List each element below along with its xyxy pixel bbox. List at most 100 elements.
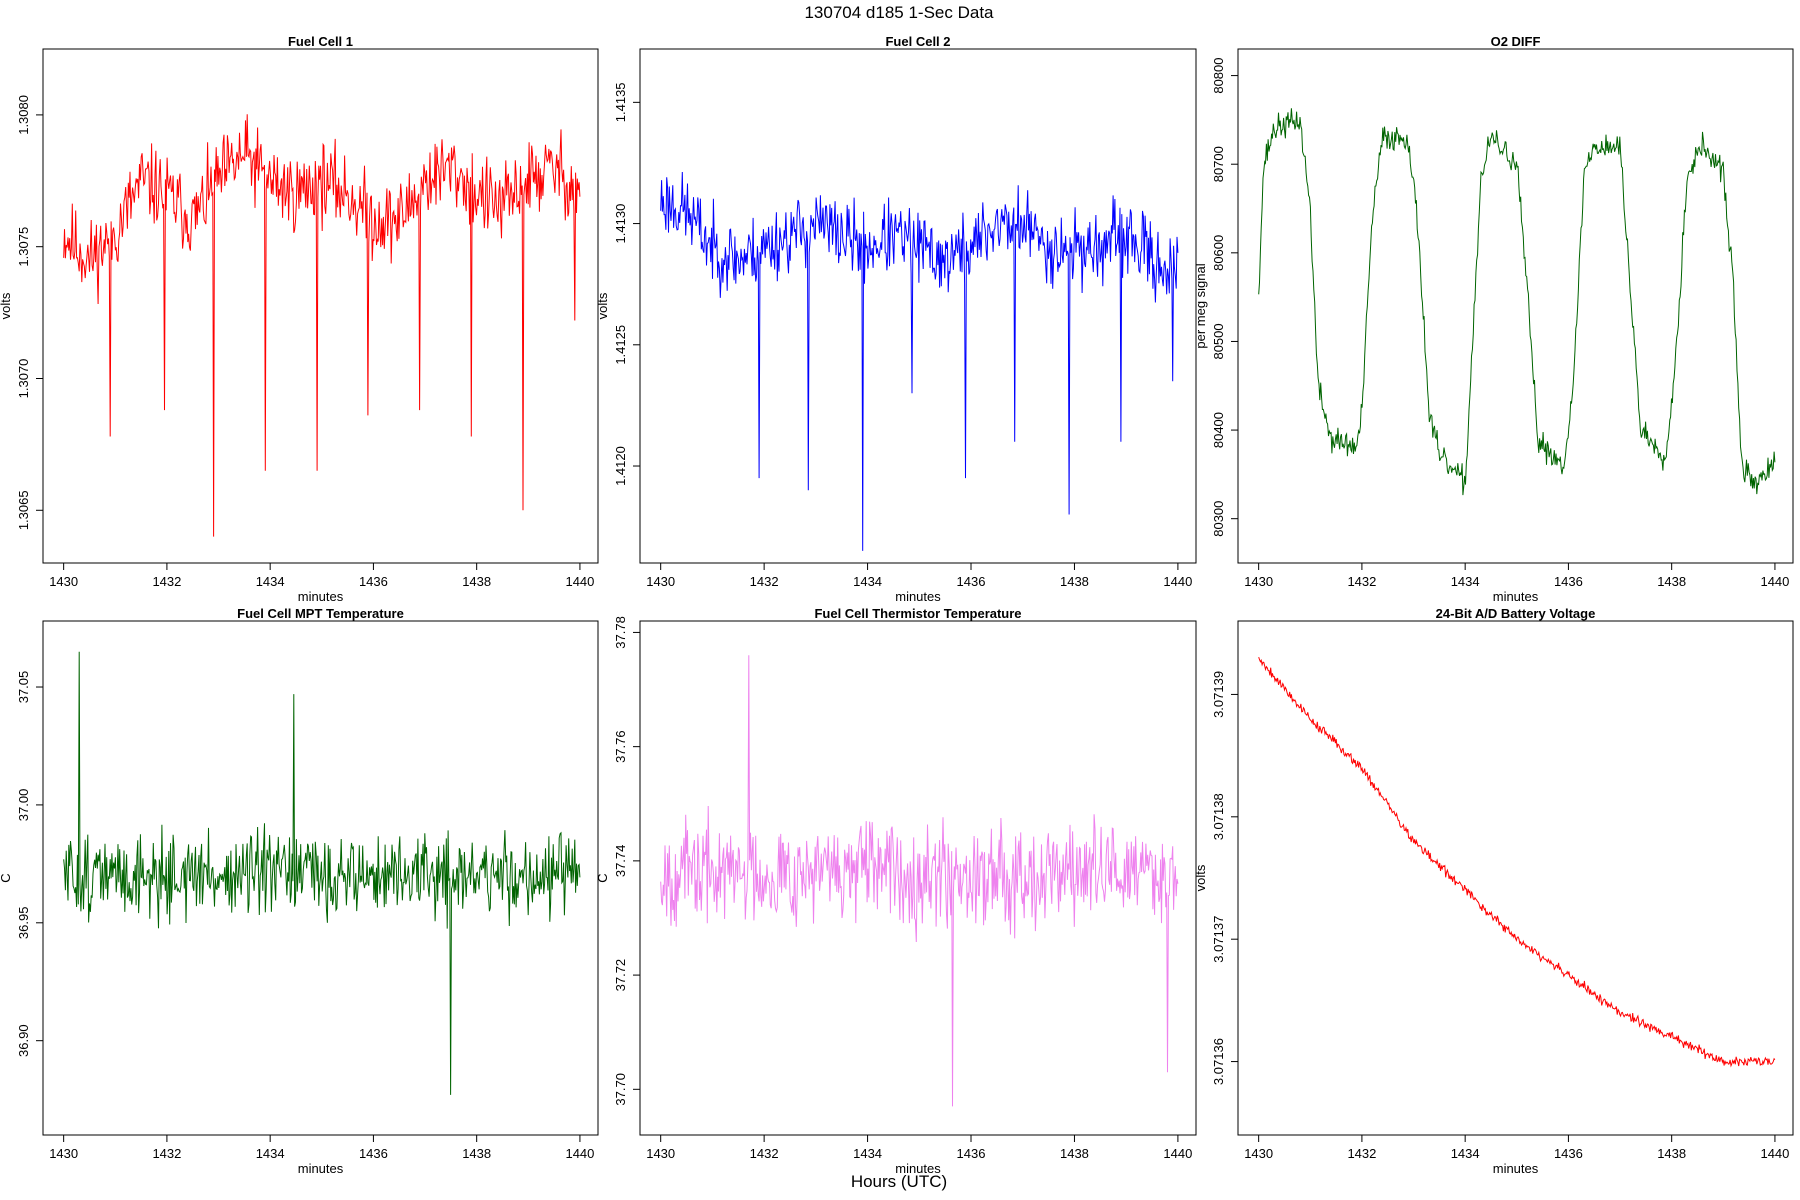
x-tick-label: 1438 (1060, 574, 1089, 589)
y-tick-label: 37.05 (16, 671, 31, 704)
x-tick-label: 1434 (853, 1146, 882, 1161)
x-axis-label: minutes (298, 1161, 344, 1176)
x-tick-label: 1430 (49, 1146, 78, 1161)
y-tick-label: 37.72 (613, 959, 628, 992)
y-tick-label: 80800 (1211, 58, 1226, 94)
x-tick-label: 1440 (565, 1146, 594, 1161)
plot-frame (42, 48, 599, 564)
x-tick-label: 1440 (1163, 1146, 1192, 1161)
x-tick-label: 1434 (1451, 1146, 1480, 1161)
x-tick-label: 1438 (1060, 1146, 1089, 1161)
y-tick-label: 37.70 (613, 1073, 628, 1106)
x-tick-label: 1434 (853, 574, 882, 589)
plot-frame (639, 48, 1197, 564)
y-tick-label: 1.3075 (16, 227, 31, 267)
y-axis-label: volts (1193, 864, 1208, 891)
y-tick-label: 37.00 (16, 789, 31, 822)
series-line (660, 655, 1179, 1107)
x-tick-label: 1436 (1554, 574, 1583, 589)
panel-title: Fuel Cell 1 (288, 34, 353, 49)
y-tick-label: 1.3065 (16, 490, 31, 530)
panel-title: Fuel Cell MPT Temperature (237, 606, 404, 621)
y-tick-label: 1.4135 (613, 82, 628, 122)
x-axis-label: minutes (1493, 589, 1539, 604)
series-line (63, 114, 581, 537)
y-tick-label: 80400 (1211, 412, 1226, 448)
x-tick-label: 1430 (1244, 574, 1273, 589)
x-tick-label: 1436 (1554, 1146, 1583, 1161)
x-tick-label: 1440 (565, 574, 594, 589)
y-tick-label: 3.07139 (1211, 671, 1226, 718)
x-axis-label: minutes (1493, 1161, 1539, 1176)
y-tick-label: 37.78 (613, 616, 628, 649)
x-tick-label: 1430 (49, 574, 78, 589)
y-tick-label: 36.95 (16, 907, 31, 940)
y-tick-label: 3.07138 (1211, 793, 1226, 840)
y-tick-label: 80500 (1211, 323, 1226, 359)
figure-xlabel: Hours (UTC) (851, 1172, 947, 1191)
x-axis-label: minutes (298, 589, 344, 604)
plot-frame (1237, 48, 1794, 564)
y-axis-label: volts (595, 292, 610, 319)
panel-2: Fuel Cell 2 1430 1432 1434 1436 1438 1440 minut… (595, 34, 1197, 604)
y-tick-label: 37.74 (613, 845, 628, 878)
y-tick-label: 1.4120 (613, 446, 628, 486)
panel-4: Fuel Cell MPT Temperature 1430 1432 1434 143… (0, 606, 599, 1176)
x-tick-label: 1434 (256, 1146, 285, 1161)
panel-title: Fuel Cell Thermistor Temperature (814, 606, 1021, 621)
y-tick-label: 3.07136 (1211, 1038, 1226, 1085)
y-axis-label: C (0, 873, 13, 882)
x-tick-label: 1440 (1760, 574, 1789, 589)
y-tick-label: 3.07137 (1211, 916, 1226, 963)
y-tick-label: 1.4125 (613, 325, 628, 365)
x-axis-label: minutes (895, 1161, 941, 1176)
y-tick-label: 1.4130 (613, 204, 628, 244)
panel-6: 24-Bit A/D Battery Voltage 1430 1432 1434 14… (1193, 606, 1794, 1176)
x-tick-label: 1430 (1244, 1146, 1273, 1161)
x-tick-label: 1430 (646, 1146, 675, 1161)
x-tick-label: 1436 (359, 574, 388, 589)
x-tick-label: 1432 (1347, 574, 1376, 589)
series-line (1258, 656, 1776, 1068)
panel-title: O2 DIFF (1491, 34, 1541, 49)
panel-5: Fuel Cell Thermistor Temperature 1430 1432… (595, 606, 1197, 1176)
panel-3: O2 DIFF 1430 1432 1434 1436 1438 1440 minutes 80… (1193, 34, 1794, 604)
y-tick-label: 80300 (1211, 501, 1226, 537)
y-tick-label: 1.3080 (16, 95, 31, 135)
x-tick-label: 1432 (750, 1146, 779, 1161)
y-tick-label: 37.76 (613, 730, 628, 763)
x-tick-label: 1432 (1347, 1146, 1376, 1161)
x-tick-label: 1438 (462, 1146, 491, 1161)
y-tick-label: 80600 (1211, 235, 1226, 271)
series-line (660, 171, 1179, 551)
figure-title: 130704 d185 1-Sec Data (804, 3, 994, 22)
x-tick-label: 1434 (1451, 574, 1480, 589)
x-tick-label: 1432 (152, 1146, 181, 1161)
panels-container: Fuel Cell 1 1430 1432 1434 1436 1438 1440 minut… (0, 34, 1794, 1176)
x-tick-label: 1440 (1163, 574, 1192, 589)
panel-1: Fuel Cell 1 1430 1432 1434 1436 1438 1440 minut… (0, 34, 599, 604)
y-tick-label: 1.3070 (16, 359, 31, 399)
panel-title: Fuel Cell 2 (885, 34, 950, 49)
series-line (1258, 108, 1776, 496)
x-tick-label: 1436 (957, 574, 986, 589)
x-tick-label: 1436 (359, 1146, 388, 1161)
y-tick-label: 80700 (1211, 146, 1226, 182)
x-axis-label: minutes (895, 589, 941, 604)
y-axis-label: C (595, 873, 610, 882)
y-tick-label: 36.90 (16, 1024, 31, 1057)
x-tick-label: 1440 (1760, 1146, 1789, 1161)
x-tick-label: 1432 (750, 574, 779, 589)
x-tick-label: 1430 (646, 574, 675, 589)
y-axis-label: volts (0, 292, 13, 319)
series-line (63, 651, 581, 1095)
x-tick-label: 1434 (256, 574, 285, 589)
x-tick-label: 1436 (957, 1146, 986, 1161)
y-axis-label: per meg signal (1193, 263, 1208, 348)
x-tick-label: 1432 (152, 574, 181, 589)
x-tick-label: 1438 (1657, 1146, 1686, 1161)
x-tick-label: 1438 (1657, 574, 1686, 589)
x-tick-label: 1438 (462, 574, 491, 589)
panel-title: 24-Bit A/D Battery Voltage (1436, 606, 1596, 621)
